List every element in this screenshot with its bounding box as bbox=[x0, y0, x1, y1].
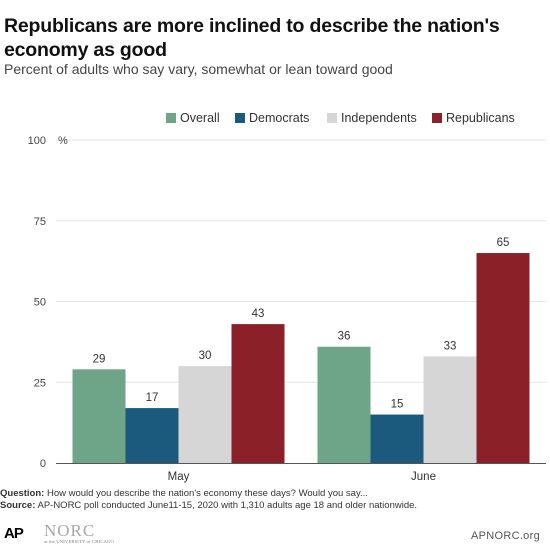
bar-overall-may bbox=[72, 369, 126, 463]
ap-logo: AP bbox=[4, 525, 24, 542]
y-tick-label: 75 bbox=[34, 216, 46, 228]
source-text: AP-NORC poll conducted June11-15, 2020 w… bbox=[35, 500, 418, 511]
legend-item-democrats: Democrats bbox=[235, 111, 309, 125]
source-note: Source: AP-NORC poll conducted June11-15… bbox=[0, 500, 550, 512]
norc-affiliation: at the UNIVERSITY of CHICAGO bbox=[44, 539, 114, 544]
norc-name: NORC bbox=[44, 521, 96, 540]
legend-label: Republicans bbox=[446, 111, 515, 125]
bar-chart: 0 25 50 75 100 % 29 17 30 43 May 36 15 33 65 June bbox=[28, 135, 546, 483]
legend-swatch bbox=[166, 113, 176, 123]
chart-legend: Overall Democrats Independents Republicans bbox=[0, 111, 550, 127]
data-label-overall-may: 29 bbox=[93, 353, 106, 365]
legend-item-overall: Overall bbox=[166, 111, 220, 125]
legend-item-independents: Independents bbox=[327, 111, 417, 125]
chart-title: Republicans are more inclined to describ… bbox=[4, 15, 500, 61]
data-label-republicans-june: 65 bbox=[497, 237, 510, 249]
y-tick-label: 100 bbox=[28, 135, 46, 147]
question-text: How would you describe the nation's econ… bbox=[44, 488, 368, 499]
data-label-independents-may: 30 bbox=[199, 350, 212, 362]
legend-label: Overall bbox=[180, 111, 220, 125]
data-label-republicans-may: 43 bbox=[252, 308, 265, 320]
y-tick-label: 25 bbox=[34, 377, 46, 389]
norc-logo: NORC at the UNIVERSITY of CHICAGO bbox=[44, 521, 114, 547]
bar-democrats-june bbox=[370, 414, 424, 463]
question-note: Question: How would you describe the nat… bbox=[0, 488, 550, 500]
source-label: Source: bbox=[0, 500, 36, 511]
legend-label: Independents bbox=[341, 111, 417, 125]
bar-democrats-may bbox=[125, 408, 179, 463]
legend-label: Democrats bbox=[249, 111, 310, 125]
data-label-overall-june: 36 bbox=[338, 331, 351, 343]
site-link[interactable]: APNORC.org bbox=[470, 530, 540, 542]
legend-swatch bbox=[235, 113, 245, 123]
data-label-independents-june: 33 bbox=[444, 340, 457, 352]
legend-swatch bbox=[327, 113, 337, 123]
question-label: Question: bbox=[0, 488, 45, 499]
x-tick-label-june: June bbox=[411, 471, 436, 483]
data-label-democrats-june: 15 bbox=[391, 399, 404, 411]
legend-item-republicans: Republicans bbox=[432, 111, 515, 125]
footer: AP NORC at the UNIVERSITY of CHICAGO APN… bbox=[0, 521, 550, 550]
bar-independents-june bbox=[423, 356, 477, 463]
data-label-democrats-may: 17 bbox=[146, 392, 159, 404]
bar-overall-june bbox=[317, 346, 371, 463]
bar-republicans-june bbox=[476, 253, 530, 463]
legend-swatch bbox=[432, 113, 442, 123]
footnotes: Question: How would you describe the nat… bbox=[0, 488, 550, 512]
bar-republicans-may bbox=[231, 324, 285, 463]
x-tick-label-may: May bbox=[168, 471, 190, 483]
chart-subtitle: Percent of adults who say vary, somewhat… bbox=[4, 61, 393, 77]
y-unit-label: % bbox=[58, 135, 68, 147]
y-tick-label: 0 bbox=[40, 458, 46, 470]
bar-independents-may bbox=[178, 366, 232, 463]
y-tick-label: 50 bbox=[34, 297, 46, 309]
